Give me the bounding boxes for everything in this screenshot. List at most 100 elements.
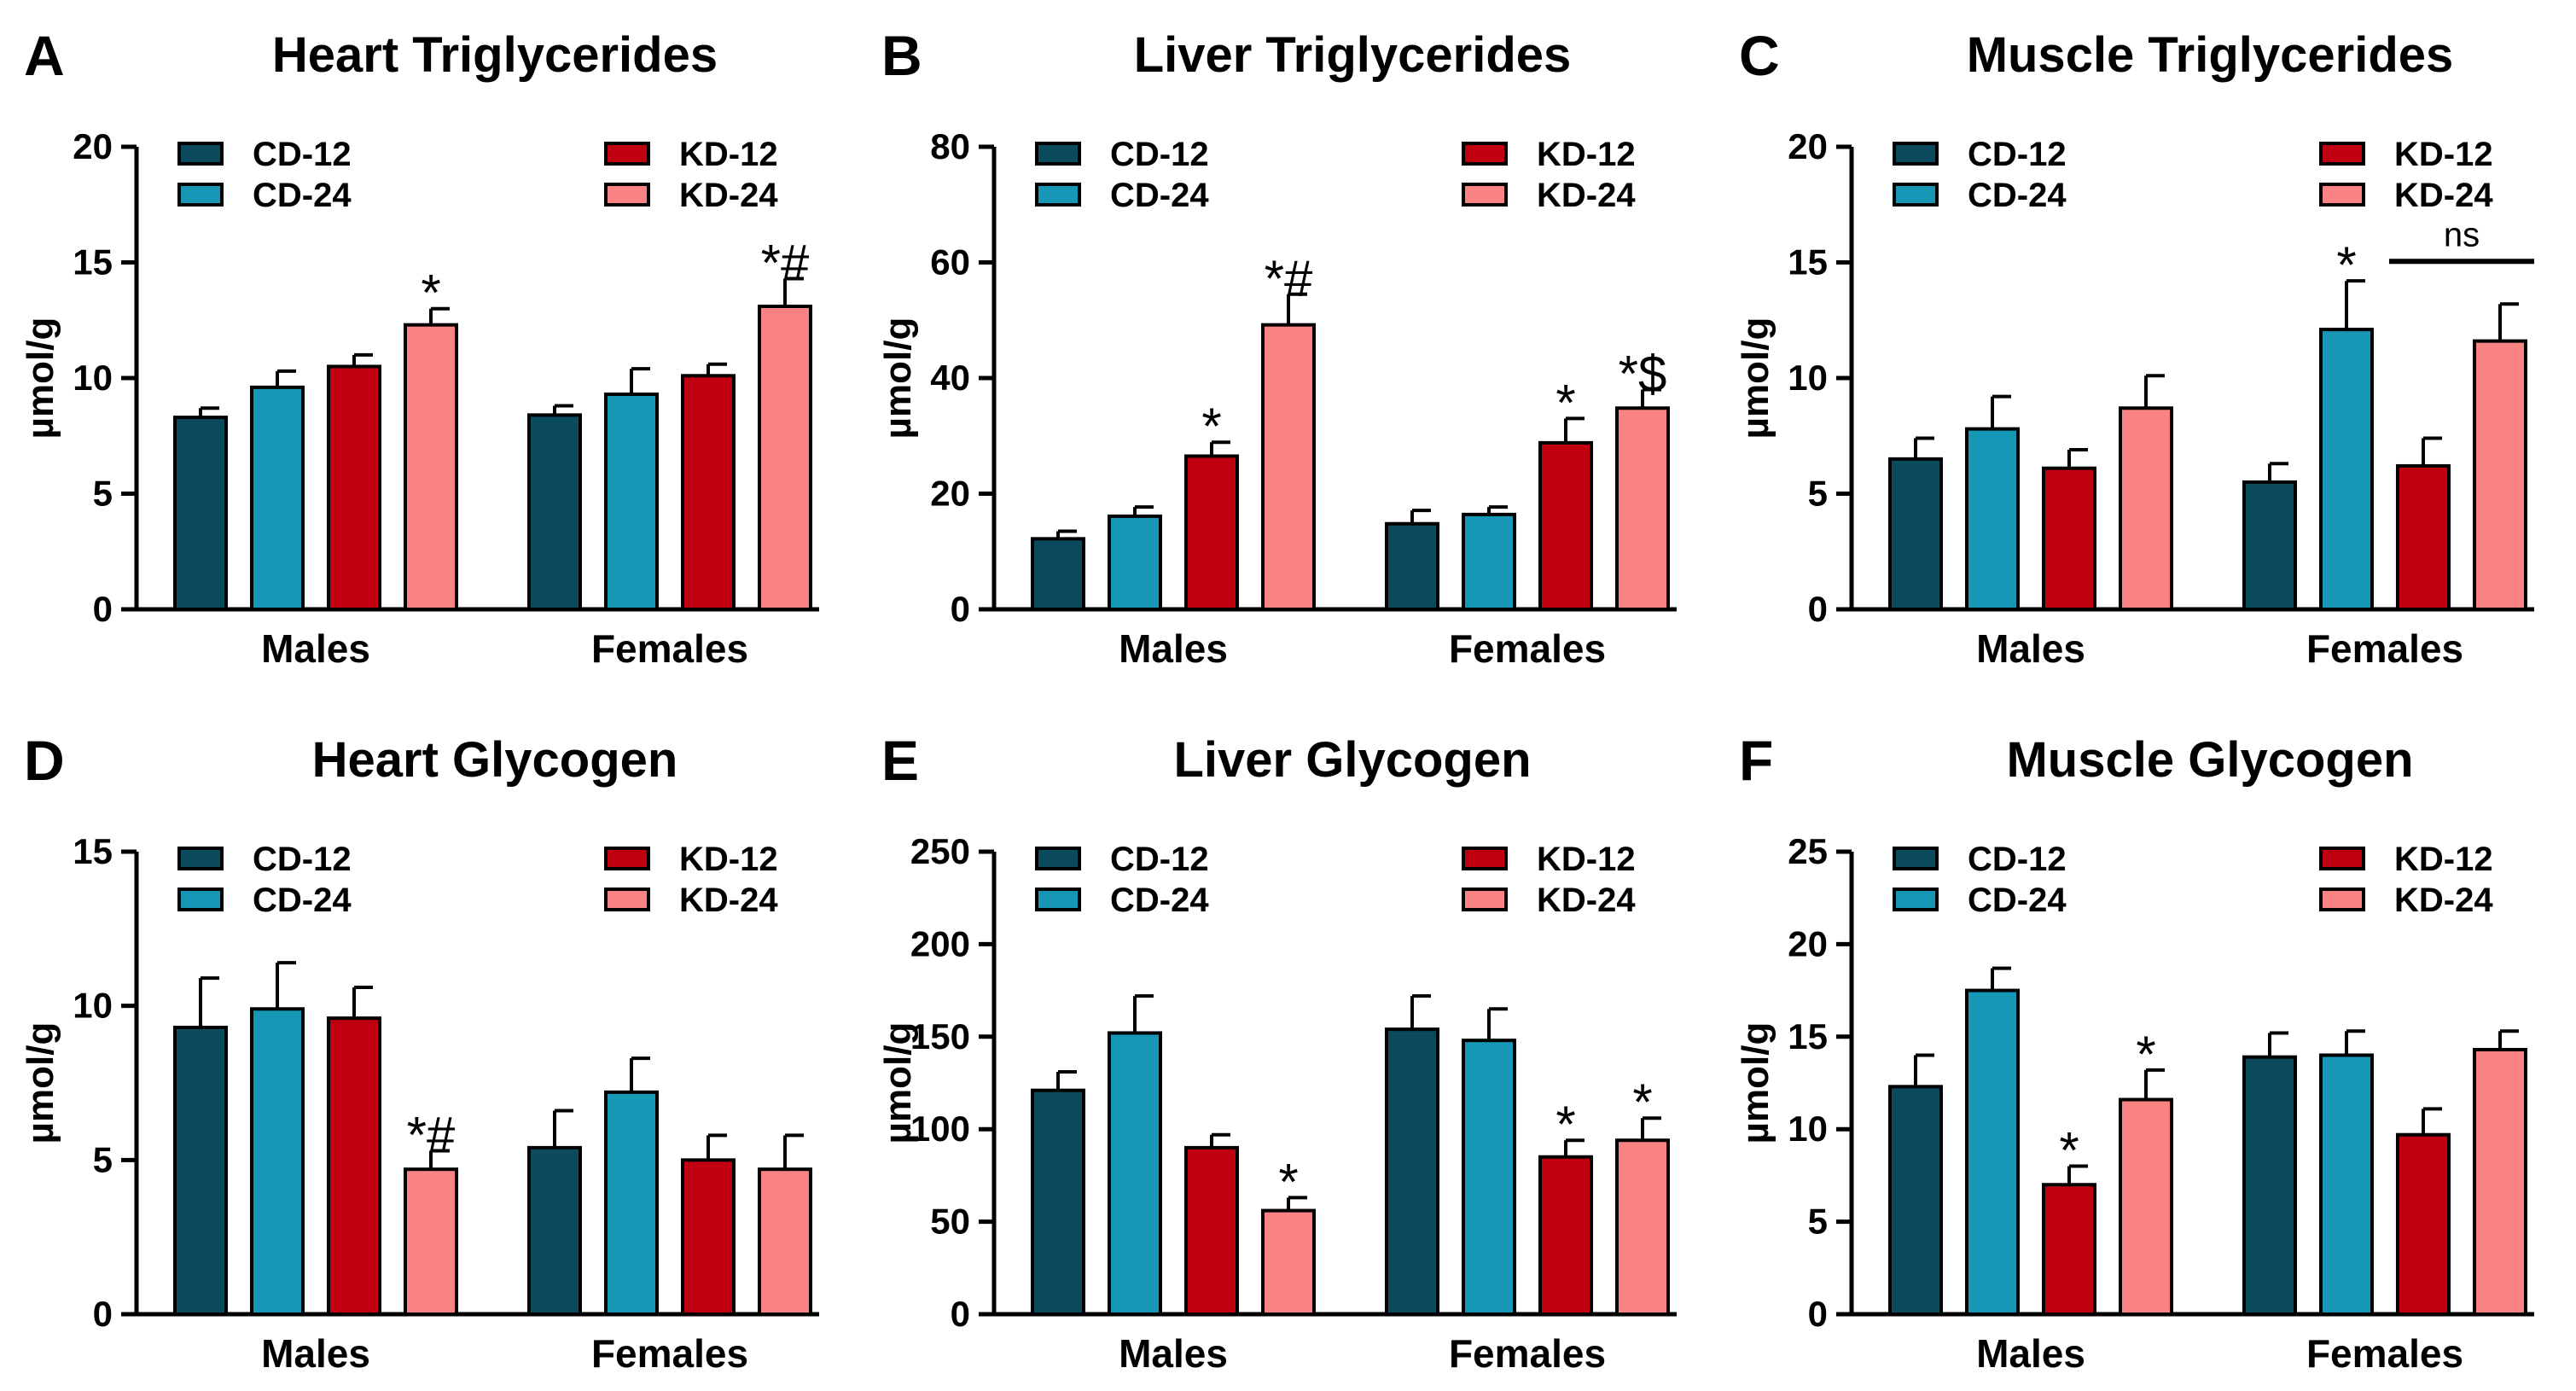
bar xyxy=(604,392,659,611)
y-tick-label: 0 xyxy=(93,1294,113,1334)
legend-swatch xyxy=(177,888,224,911)
significance-annotation: *# xyxy=(407,1106,456,1163)
panel-letter: B xyxy=(881,24,922,87)
legend-label: KD-12 xyxy=(2394,841,2493,878)
significance-annotation: * xyxy=(2136,1026,2155,1083)
bar xyxy=(1965,988,2020,1316)
bar xyxy=(404,323,458,611)
y-axis-label: µmol/g xyxy=(1735,317,1776,439)
bar xyxy=(404,1167,458,1316)
chart-title: Heart Triglycerides xyxy=(272,27,718,83)
bar xyxy=(1538,1155,1593,1316)
legend-label: KD-24 xyxy=(2394,882,2493,919)
y-tick-label: 250 xyxy=(910,831,970,871)
bar xyxy=(250,385,305,611)
significance-annotation: * xyxy=(1555,1096,1575,1153)
bar xyxy=(527,413,582,611)
legend-swatch xyxy=(604,142,650,166)
panel-a: A Heart Triglycerides µmol/g 0 5 10 15 20 Males F… xyxy=(20,24,819,671)
x-tick-label: Females xyxy=(2306,1331,2463,1376)
bar xyxy=(681,374,736,611)
bar xyxy=(2119,1097,2173,1316)
bar xyxy=(2042,466,2096,611)
y-tick-label: 60 xyxy=(930,242,970,282)
bar xyxy=(1462,1039,1516,1316)
bar xyxy=(2396,463,2451,611)
bar xyxy=(758,304,812,611)
legend-swatch xyxy=(1035,847,1081,870)
legend-label: KD-12 xyxy=(679,136,778,173)
legend-swatch xyxy=(1462,847,1508,870)
legend-swatch xyxy=(604,888,650,911)
bar xyxy=(1261,1208,1316,1316)
bar xyxy=(173,1025,228,1316)
legend-swatch xyxy=(1462,142,1508,166)
y-tick-label: 5 xyxy=(93,474,113,514)
y-tick-label: 200 xyxy=(910,923,970,963)
y-tick-label: 5 xyxy=(1808,474,1828,514)
legend-label: CD-24 xyxy=(1110,882,1209,919)
y-tick-label: 10 xyxy=(73,358,113,398)
bar xyxy=(604,1090,659,1316)
panel-d: D Heart Glycogen µmol/g 0 5 10 15 Males Females *… xyxy=(20,729,819,1376)
legend-swatch xyxy=(1462,888,1508,911)
bar xyxy=(1615,1138,1670,1317)
legend-label: KD-24 xyxy=(2394,177,2493,214)
bar xyxy=(1108,1031,1162,1316)
y-tick-label: 25 xyxy=(1788,831,1828,871)
legend-label: KD-24 xyxy=(679,177,778,214)
significance-annotation: *# xyxy=(1265,250,1313,307)
y-tick-label: 150 xyxy=(910,1016,970,1056)
legend-label: CD-12 xyxy=(253,841,352,878)
y-tick-label: 5 xyxy=(93,1139,113,1179)
bar xyxy=(2242,1055,2297,1316)
y-tick-label: 0 xyxy=(951,1294,970,1334)
y-tick-label: 10 xyxy=(1788,1109,1828,1149)
x-tick-label: Males xyxy=(261,1331,370,1376)
legend-label: KD-12 xyxy=(1537,841,1636,878)
significance-annotation: * xyxy=(421,265,440,322)
y-tick-label: 15 xyxy=(1788,1016,1828,1056)
legend-label: CD-24 xyxy=(1110,177,1209,214)
y-axis-label: µmol/g xyxy=(877,1022,919,1144)
legend-label: CD-24 xyxy=(1968,882,2067,919)
x-tick-label: Males xyxy=(261,626,370,671)
legend-label: KD-12 xyxy=(1537,136,1636,173)
chart-title: Muscle Glycogen xyxy=(2006,732,2413,788)
bar xyxy=(1385,521,1439,611)
bar xyxy=(1615,406,1670,612)
bar xyxy=(327,1016,381,1316)
legend-label: KD-24 xyxy=(679,882,778,919)
bar xyxy=(1031,1088,1085,1316)
panel-e: E Liver Glycogen µmol/g 0 50 100 150 200 250 Male… xyxy=(877,729,1677,1376)
y-tick-label: 80 xyxy=(930,126,970,166)
panel-letter: C xyxy=(1739,24,1780,87)
y-tick-label: 0 xyxy=(1808,589,1828,629)
y-tick-label: 20 xyxy=(1788,126,1828,166)
y-tick-label: 10 xyxy=(73,986,113,1026)
significance-annotation: *# xyxy=(761,234,810,291)
x-tick-label: Females xyxy=(1449,626,1606,671)
bar xyxy=(1888,1085,1943,1316)
y-tick-label: 100 xyxy=(910,1109,970,1149)
bar xyxy=(1184,454,1239,612)
y-tick-label: 10 xyxy=(1788,358,1828,398)
panel-letter: E xyxy=(881,729,919,792)
y-tick-label: 15 xyxy=(73,242,113,282)
y-tick-label: 20 xyxy=(930,474,970,514)
legend-label: CD-12 xyxy=(1968,136,2067,173)
x-tick-label: Females xyxy=(591,1331,748,1376)
x-tick-label: Males xyxy=(1119,1331,1228,1376)
bar xyxy=(1031,537,1085,611)
significance-annotation: *$ xyxy=(1619,346,1667,403)
legend-label: KD-24 xyxy=(1537,177,1636,214)
bar xyxy=(2473,1047,2527,1316)
legend-swatch xyxy=(1035,888,1081,911)
x-tick-label: Males xyxy=(1976,626,2085,671)
bar xyxy=(250,1007,305,1316)
bar xyxy=(1184,1145,1239,1316)
legend-label: CD-24 xyxy=(253,882,352,919)
legend-swatch xyxy=(2319,847,2365,870)
legend-swatch xyxy=(177,183,224,207)
y-tick-label: 50 xyxy=(930,1202,970,1242)
